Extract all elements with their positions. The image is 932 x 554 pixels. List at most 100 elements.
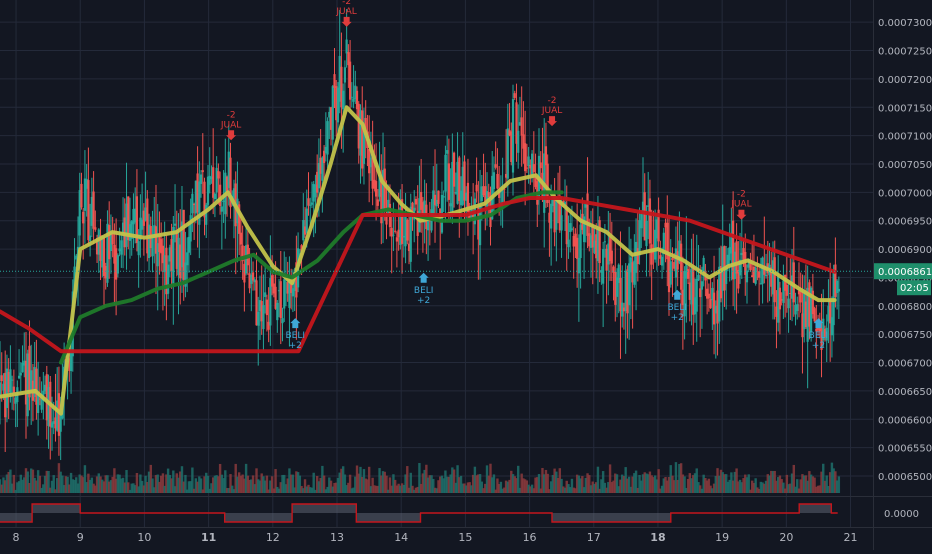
candle-body[interactable] (546, 163, 549, 204)
candle-body[interactable] (764, 274, 768, 277)
candle-body[interactable] (404, 212, 407, 247)
candle-body[interactable] (355, 90, 359, 110)
candle-body[interactable] (345, 39, 348, 54)
candle-body[interactable] (305, 208, 308, 233)
candle-body[interactable] (354, 85, 357, 99)
candle-body[interactable] (293, 275, 296, 292)
candle-body[interactable] (326, 121, 329, 155)
candle-body[interactable] (582, 216, 586, 243)
candle-body[interactable] (68, 358, 71, 371)
candle-body[interactable] (692, 265, 695, 315)
candle-body[interactable] (24, 360, 28, 405)
candle-body[interactable] (227, 151, 230, 188)
candle-body[interactable] (97, 229, 100, 255)
candle-body[interactable] (87, 180, 90, 241)
candle-body[interactable] (830, 317, 834, 336)
candle-body[interactable] (75, 255, 78, 260)
candle-body[interactable] (80, 183, 83, 208)
candle-body[interactable] (118, 248, 121, 252)
candle-body[interactable] (54, 417, 57, 429)
candle-body[interactable] (525, 167, 528, 169)
candle-body[interactable] (681, 289, 684, 306)
candle-body[interactable] (362, 124, 366, 164)
candle-body[interactable] (799, 291, 802, 303)
candle-body[interactable] (576, 237, 579, 259)
candle-body[interactable] (726, 254, 730, 266)
candle-body[interactable] (9, 369, 12, 394)
candle-body[interactable] (406, 219, 409, 241)
candle-body[interactable] (718, 266, 721, 322)
candle-body[interactable] (602, 249, 605, 284)
candle-body[interactable] (264, 292, 267, 297)
candle-body[interactable] (307, 198, 310, 206)
candle-body[interactable] (241, 245, 244, 262)
candle-body[interactable] (763, 265, 766, 275)
candle-body[interactable] (35, 368, 38, 405)
candle-body[interactable] (790, 275, 794, 299)
candle-body[interactable] (785, 284, 788, 296)
candle-body[interactable] (475, 184, 478, 192)
candle-body[interactable] (456, 161, 459, 204)
candle-body[interactable] (347, 52, 350, 66)
candle-body[interactable] (498, 189, 501, 198)
candle-body[interactable] (281, 318, 284, 324)
candle-body[interactable] (154, 226, 158, 254)
candle-body[interactable] (368, 149, 371, 174)
candle-body[interactable] (501, 186, 504, 203)
candle-body[interactable] (711, 287, 714, 301)
candle-body[interactable] (21, 362, 24, 373)
candle-body[interactable] (229, 157, 232, 208)
candle-body[interactable] (504, 173, 508, 178)
candle-body[interactable] (33, 367, 36, 397)
candle-body[interactable] (146, 198, 149, 254)
candle-body[interactable] (279, 281, 282, 318)
candle-body[interactable] (465, 192, 468, 201)
candle-body[interactable] (147, 224, 151, 259)
candle-body[interactable] (570, 228, 574, 230)
candle-body[interactable] (168, 247, 171, 262)
candle-body[interactable] (685, 262, 688, 279)
candle-body[interactable] (690, 268, 693, 305)
candle-body[interactable] (23, 360, 26, 366)
candle-body[interactable] (120, 240, 123, 255)
candle-body[interactable] (232, 188, 236, 207)
candle-body[interactable] (137, 241, 140, 256)
candle-body[interactable] (288, 278, 291, 308)
candle-body[interactable] (369, 157, 372, 168)
candle-body[interactable] (17, 375, 21, 379)
candle-body[interactable] (647, 205, 650, 207)
candle-body[interactable] (302, 220, 305, 241)
candle-body[interactable] (697, 275, 700, 281)
candle-body[interactable] (121, 222, 125, 235)
candle-body[interactable] (303, 226, 307, 235)
candle-body[interactable] (480, 186, 483, 202)
candle-body[interactable] (645, 220, 648, 247)
candle-body[interactable] (461, 166, 464, 205)
candle-body[interactable] (806, 287, 809, 342)
candle-body[interactable] (674, 248, 678, 278)
candle-body[interactable] (477, 206, 480, 240)
candle-body[interactable] (458, 157, 461, 202)
candle-body[interactable] (667, 254, 671, 293)
candle-body[interactable] (466, 182, 470, 212)
candle-body[interactable] (255, 280, 258, 326)
candle-body[interactable] (411, 202, 414, 217)
candle-body[interactable] (260, 301, 263, 322)
candle-body[interactable] (189, 215, 192, 242)
candle-body[interactable] (378, 175, 381, 197)
candle-body[interactable] (329, 107, 333, 130)
candle-body[interactable] (435, 199, 438, 207)
candle-body[interactable] (111, 232, 114, 245)
candle-body[interactable] (810, 287, 813, 332)
candle-body[interactable] (803, 292, 806, 330)
candle-body[interactable] (446, 150, 449, 154)
candle-body[interactable] (752, 266, 756, 283)
candle-body[interactable] (676, 251, 679, 270)
candle-body[interactable] (836, 280, 839, 293)
candle-body[interactable] (548, 212, 551, 223)
candle-body[interactable] (83, 178, 87, 211)
candle-body[interactable] (808, 282, 811, 327)
candle-body[interactable] (643, 192, 646, 241)
candle-body[interactable] (693, 297, 697, 315)
candle-body[interactable] (659, 255, 662, 259)
